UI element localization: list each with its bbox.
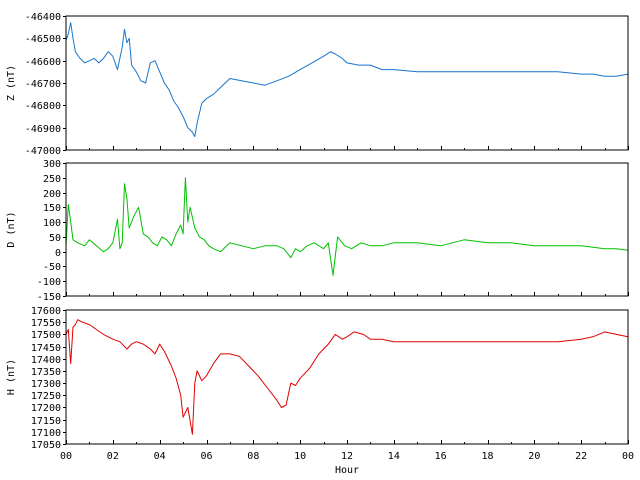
d-y-tick-label: 300 — [43, 159, 61, 170]
h-plot-frame — [65, 309, 629, 445]
x-tick-label: 18 — [481, 451, 493, 462]
h-y-tick-label: 17450 — [31, 343, 61, 354]
h-y-tick-label: 17250 — [31, 391, 61, 402]
h-y-tick-label: 17350 — [31, 367, 61, 378]
x-tick-label: 14 — [388, 451, 400, 462]
z-y-axis-label: Z (nT) — [6, 65, 17, 101]
h-y-tick-label: 17400 — [31, 355, 61, 366]
z-y-tick-label: -46500 — [25, 34, 61, 45]
d-y-tick-label: -100 — [37, 277, 61, 288]
z-plot-frame — [65, 15, 629, 151]
h-y-tick-label: 17200 — [31, 403, 61, 414]
h-y-tick-label: 17550 — [31, 318, 61, 329]
d-y-tick-label: 100 — [43, 218, 61, 229]
d-y-tick-label: 200 — [43, 189, 61, 200]
x-tick-label: 12 — [341, 451, 353, 462]
d-y-tick-label: 250 — [43, 174, 61, 185]
z-series-line — [65, 22, 629, 138]
d-y-tick-label: -150 — [37, 292, 61, 303]
x-tick-label: 00 — [622, 451, 634, 462]
z-y-tick-label: -46800 — [25, 101, 61, 112]
x-tick-label: 20 — [528, 451, 540, 462]
d-y-axis-label: D (nT) — [6, 211, 17, 247]
x-tick-label: 08 — [247, 451, 259, 462]
h-y-tick-label: 17500 — [31, 330, 61, 341]
h-series-line — [65, 319, 629, 435]
h-y-tick-label: 17300 — [31, 379, 61, 390]
d-y-tick-label: -50 — [43, 262, 61, 273]
x-tick-label: 06 — [200, 451, 212, 462]
z-y-tick-label: -46400 — [25, 12, 61, 23]
x-tick-label: 02 — [107, 451, 119, 462]
x-tick-label: 22 — [575, 451, 587, 462]
z-y-tick-label: -46700 — [25, 79, 61, 90]
h-y-tick-label: 17150 — [31, 416, 61, 427]
x-axis-label: Hour — [335, 465, 359, 476]
z-y-tick-label: -46600 — [25, 57, 61, 68]
h-y-tick-label: 17600 — [31, 306, 61, 317]
d-plot-frame — [65, 162, 629, 297]
z-y-tick-label: -47000 — [25, 146, 61, 157]
x-tick-label: 16 — [435, 451, 447, 462]
d-y-tick-label: 150 — [43, 203, 61, 214]
z-y-tick-label: -46900 — [25, 124, 61, 135]
x-tick-label: 00 — [60, 451, 72, 462]
h-y-tick-label: 17100 — [31, 428, 61, 439]
x-tick-label: 04 — [154, 451, 166, 462]
d-y-tick-label: 0 — [55, 248, 61, 259]
x-tick-label: 10 — [294, 451, 306, 462]
h-y-tick-label: 17050 — [31, 440, 61, 451]
d-y-tick-label: 50 — [49, 233, 61, 244]
h-y-axis-label: H (nT) — [6, 359, 17, 395]
d-series-line — [65, 177, 629, 276]
